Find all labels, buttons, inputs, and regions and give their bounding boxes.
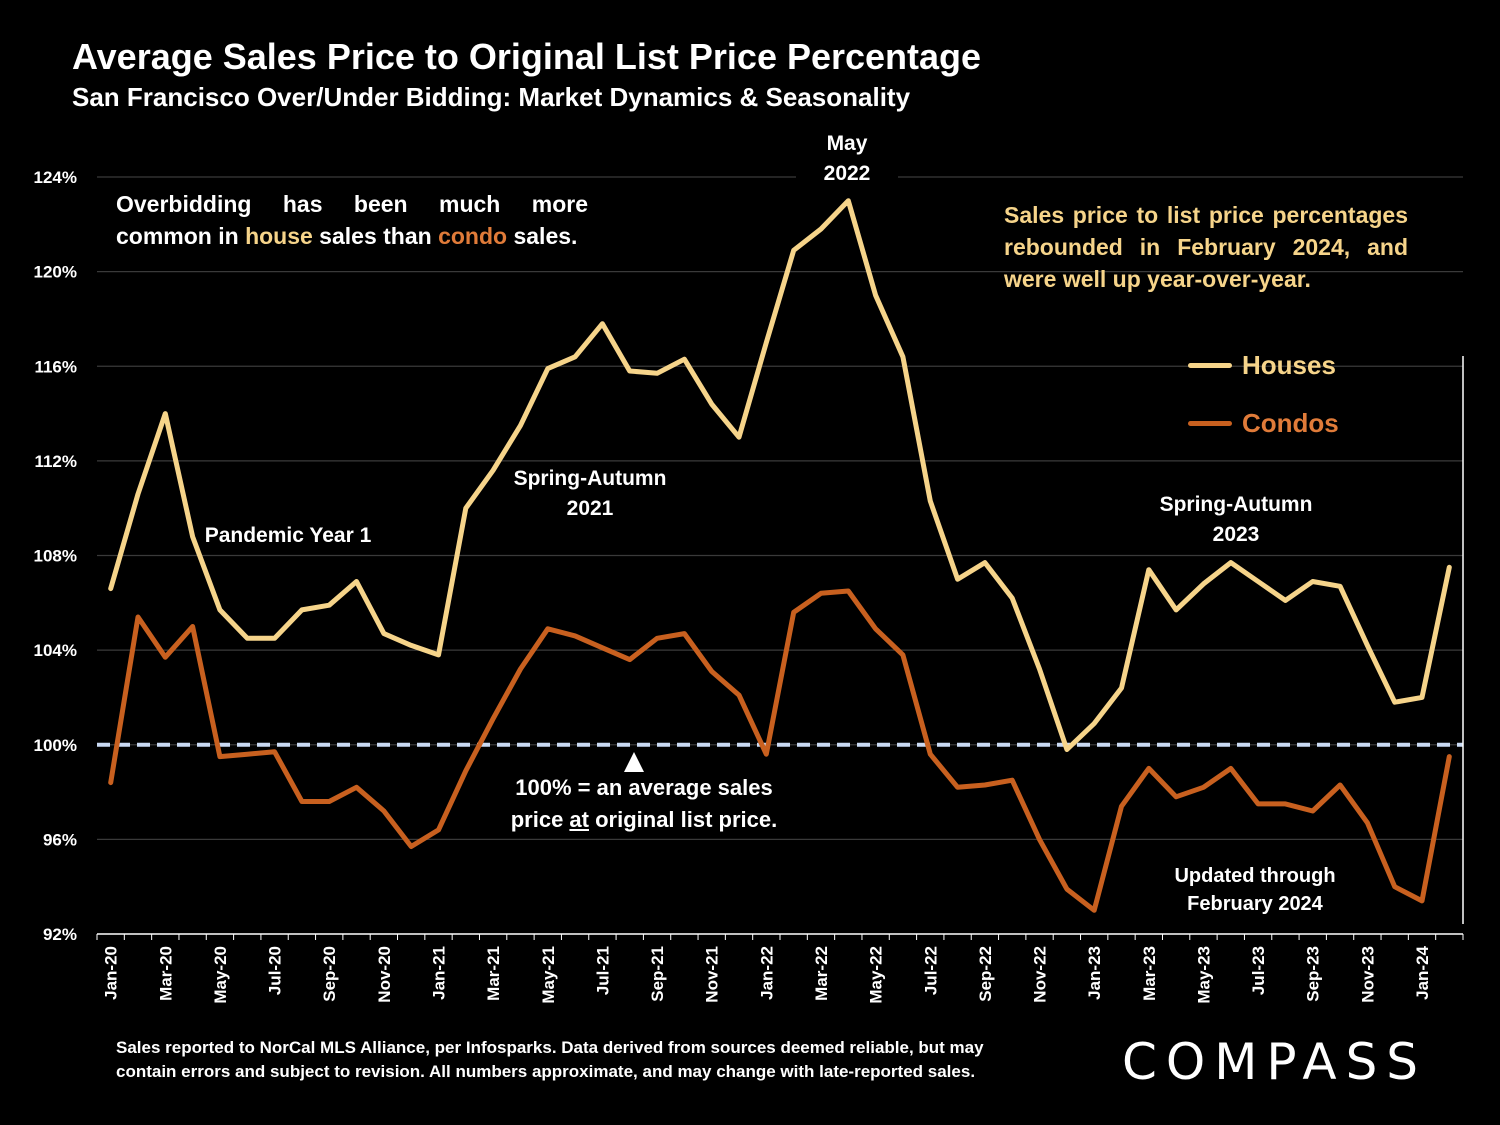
annotation-updated: Updated through February 2024 (1160, 862, 1350, 918)
annotation-may-2022: May 2022 (796, 129, 898, 189)
x-tick-label: Nov-20 (375, 946, 394, 1003)
annotation-spring-2023-line1: Spring-Autumn (1159, 493, 1313, 516)
x-tick-label: Jul-23 (1249, 946, 1268, 995)
y-tick-label: 92% (43, 925, 77, 944)
note-left-text-pre: Overbidding has been much more common in (116, 191, 588, 249)
x-tick-label: Jul-22 (921, 946, 940, 995)
x-axis: Jan-20 Mar-20 May-20 Jul-20 Sep-20 Nov-20 Jan-… (96, 933, 1464, 1004)
annotation-spring-2023: Spring-Autumn 2023 (1146, 490, 1326, 550)
series-line-condos (108, 588, 1452, 913)
annotation-baseline-line1: 100% = an average sales (515, 775, 773, 800)
y-tick-label: 124% (34, 168, 77, 187)
x-tick-label: May-23 (1194, 946, 1213, 1004)
chart-subtitle: San Francisco Over/Under Bidding: Market… (72, 82, 911, 112)
x-tick-label: Jul-21 (593, 946, 612, 995)
baseline-marker-triangle (624, 752, 644, 772)
annotation-spring-2021-line1: Spring-Autumn (513, 467, 667, 490)
note-overbidding: Overbidding has been much more common in… (116, 188, 588, 252)
annotation-pandemic: Pandemic Year 1 (204, 524, 372, 547)
legend-condos-swatch (1188, 421, 1232, 426)
grid-lines (97, 176, 1463, 840)
y-tick-label: 108% (34, 547, 77, 566)
y-tick-label: 116% (34, 357, 77, 376)
x-tick-label: Nov-22 (1031, 946, 1050, 1003)
x-tick-label: Nov-21 (703, 946, 722, 1003)
note-left-condo: condo (438, 223, 508, 249)
legend-houses-label: Houses (1242, 350, 1336, 380)
x-tick-label: Sep-20 (320, 946, 339, 1002)
legend-condos-label: Condos (1242, 408, 1339, 438)
annotation-baseline-at: at (569, 807, 589, 832)
x-tick-label: Mar-23 (1140, 946, 1159, 1001)
x-tick-label: Jul-20 (266, 946, 285, 995)
annotation-updated-line1: Updated through (1174, 865, 1336, 887)
x-tick-label: May-20 (211, 946, 230, 1004)
x-tick-label: Mar-22 (812, 946, 831, 1001)
y-tick-label: 96% (43, 830, 77, 849)
note-left-text-post: sales. (507, 223, 578, 249)
note-rebound: Sales price to list price percentages re… (1004, 202, 1408, 292)
source-footnote-line2: contain errors and subject to revision. … (116, 1062, 976, 1081)
annotation-baseline-post: original list price. (588, 807, 778, 832)
y-tick-label: 120% (34, 263, 77, 282)
source-footnote: Sales reported to NorCal MLS Alliance, p… (116, 1036, 1076, 1084)
x-tick-label: Mar-20 (156, 946, 175, 1001)
note-left-house: house (245, 223, 313, 249)
x-tick-label: Nov-23 (1358, 946, 1377, 1003)
legend-houses-swatch (1188, 363, 1232, 368)
annotation-may-2022-line2: 2022 (823, 162, 871, 185)
y-tick-label: 104% (34, 641, 77, 660)
annotation-spring-2021: Spring-Autumn 2021 (500, 464, 680, 524)
y-axis-tick-labels: 92% 96% 100% 104% 108% 112% 116% 120% 124% (34, 168, 77, 944)
legend-condos: Condos (1188, 408, 1339, 439)
annotation-baseline-pre: price (510, 807, 570, 832)
annotation-may-2022-line1: May (826, 132, 868, 155)
x-tick-label: Jan-22 (757, 946, 776, 1000)
x-tick-label: May-21 (539, 946, 558, 1004)
chart-title: Average Sales Price to Original List Pri… (72, 36, 982, 77)
y-tick-label: 100% (34, 736, 77, 755)
x-tick-label: May-22 (867, 946, 886, 1004)
annotation-spring-2021-line2: 2021 (566, 497, 614, 520)
x-tick-label: Sep-21 (648, 946, 667, 1002)
x-tick-label: Sep-22 (976, 946, 995, 1002)
x-tick-label: Sep-23 (1304, 946, 1323, 1002)
x-tick-label: Mar-21 (484, 946, 503, 1001)
legend-houses: Houses (1188, 350, 1336, 381)
compass-logo: COMPASS (1122, 1033, 1428, 1091)
x-tick-label: Jan-24 (1413, 945, 1432, 999)
x-tick-label: Jan-20 (102, 946, 121, 1000)
annotation-baseline: 100% = an average sales price at origina… (484, 772, 804, 836)
x-tick-label: Jan-23 (1085, 946, 1104, 1000)
series-group (108, 198, 1452, 913)
annotation-updated-line2: February 2024 (1187, 893, 1323, 915)
y-tick-label: 112% (34, 452, 77, 471)
source-footnote-line1: Sales reported to NorCal MLS Alliance, p… (116, 1038, 984, 1057)
annotation-spring-2023-line2: 2023 (1212, 523, 1260, 546)
note-left-text-mid: sales than (312, 223, 439, 249)
annotation-baseline-line2: price at original list price. (484, 804, 804, 836)
series-line-houses (108, 198, 1452, 752)
x-tick-label: Jan-21 (430, 946, 449, 1000)
